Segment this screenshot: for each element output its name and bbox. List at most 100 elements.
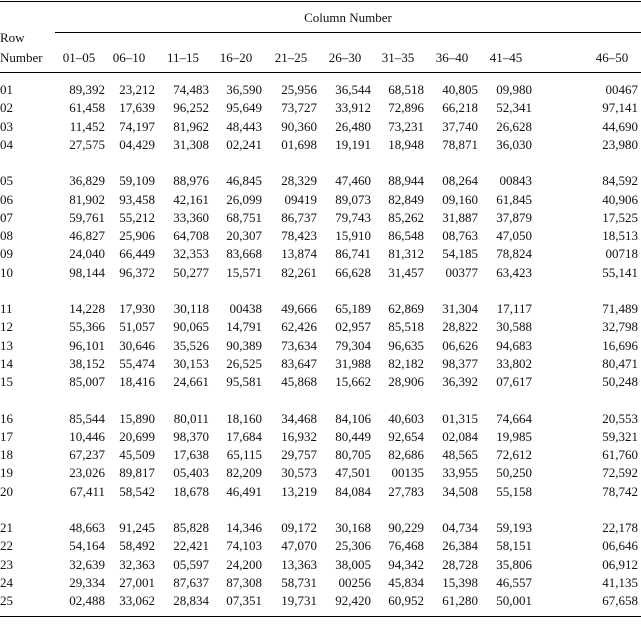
cell: 09,160 [442,191,478,207]
cell: 50,001 [496,593,532,608]
cell: 58,492 [119,538,155,554]
cell: 65,115 [226,447,262,462]
cell: 74,197 [119,118,155,134]
cell: 40,805 [442,82,478,97]
cell: 66,218 [442,100,478,116]
cell: 17,930 [119,301,155,316]
cell: 18,678 [173,483,209,499]
cell: 82,686 [388,447,424,462]
cell: 86,737 [281,209,317,225]
cell: 46,827 [69,228,105,243]
cell: 15,890 [119,410,155,426]
cell: 24,200 [226,556,262,572]
cell: 30,573 [281,465,317,481]
cell: 74,483 [173,82,209,97]
column-header: 01–05 [62,50,96,65]
cell: 92,420 [335,593,371,608]
cell: 06,626 [442,337,478,353]
cell: 82,849 [388,191,424,207]
cell: 50,248 [602,374,638,389]
cell: 45,509 [119,447,155,462]
cell: 37,740 [442,118,478,134]
cell: 98,144 [69,264,105,280]
cell: 90,360 [281,118,317,134]
cell: 26,384 [442,538,478,554]
cell: 78,742 [602,483,638,499]
row-label: 14 [0,355,13,371]
column-header: 41–45 [489,50,523,65]
cell: 62,869 [388,301,424,316]
cell: 90,065 [173,319,209,335]
cell: 15,910 [335,228,371,243]
cell: 59,109 [119,173,155,189]
cell: 89,073 [335,191,371,207]
cell: 17,684 [226,428,262,444]
cell: 73,231 [388,118,424,134]
cell: 04,429 [119,136,155,152]
cell: 27,783 [388,483,424,499]
row-label: 12 [0,319,13,335]
cell: 46,845 [226,173,262,189]
row-label: 24 [0,574,13,590]
cell: 22,421 [173,538,209,554]
cell: 32,353 [173,246,209,262]
cell: 41,135 [602,574,638,590]
cell: 27,001 [119,574,155,590]
cell: 66,449 [119,246,155,262]
cell: 17,639 [119,100,155,116]
cell: 09,980 [496,82,532,97]
cell: 44,690 [602,118,638,134]
cell: 67,237 [69,447,105,462]
cell: 84,592 [602,173,638,189]
cell: 13,363 [281,556,317,572]
cell: 15,571 [226,264,262,280]
cell: 82,209 [226,465,262,481]
cell: 28,728 [442,556,478,572]
cell: 92,654 [388,428,424,444]
cell: 83,668 [226,246,262,262]
cell: 08,763 [442,228,478,243]
cell: 00256 [338,574,372,590]
row-label: 23 [0,556,13,572]
cell: 55,474 [119,355,155,371]
cell: 00843 [499,173,533,189]
cell: 91,245 [119,520,155,535]
cell: 19,191 [335,136,371,152]
cell: 62,426 [281,319,317,335]
cell: 24,040 [69,246,105,262]
cell: 78,423 [281,228,317,243]
cell: 98,370 [173,428,209,444]
cell: 22,178 [602,520,638,535]
cell: 86,741 [335,246,371,262]
cell: 96,252 [173,100,209,116]
cell: 07,617 [496,374,532,389]
cell: 18,513 [602,228,638,243]
cell: 94,683 [496,337,532,353]
cell: 33,062 [119,593,155,608]
cell: 40,603 [388,410,424,426]
row-label: 17 [0,428,13,444]
cell: 71,489 [602,301,638,316]
cell: 88,944 [388,173,424,189]
column-header: 16–20 [219,50,253,65]
cell: 26,628 [496,118,532,134]
cell: 06,646 [602,538,638,554]
cell: 84,106 [335,410,371,426]
cell: 55,158 [496,483,532,499]
cell: 59,321 [602,428,638,444]
cell: 28,906 [388,374,424,389]
cell: 47,501 [335,465,371,481]
cell: 02,241 [226,136,262,152]
cell: 06,912 [602,556,638,572]
cell: 28,834 [173,593,209,608]
cell: 14,228 [69,301,105,316]
cell: 95,649 [226,100,262,116]
cell: 31,988 [335,355,371,371]
cell: 58,542 [119,483,155,499]
cell: 28,822 [442,319,478,335]
cell: 37,879 [496,209,532,225]
cell: 23,026 [69,465,105,481]
row-label: 09 [0,246,13,262]
cell: 93,458 [119,191,155,207]
